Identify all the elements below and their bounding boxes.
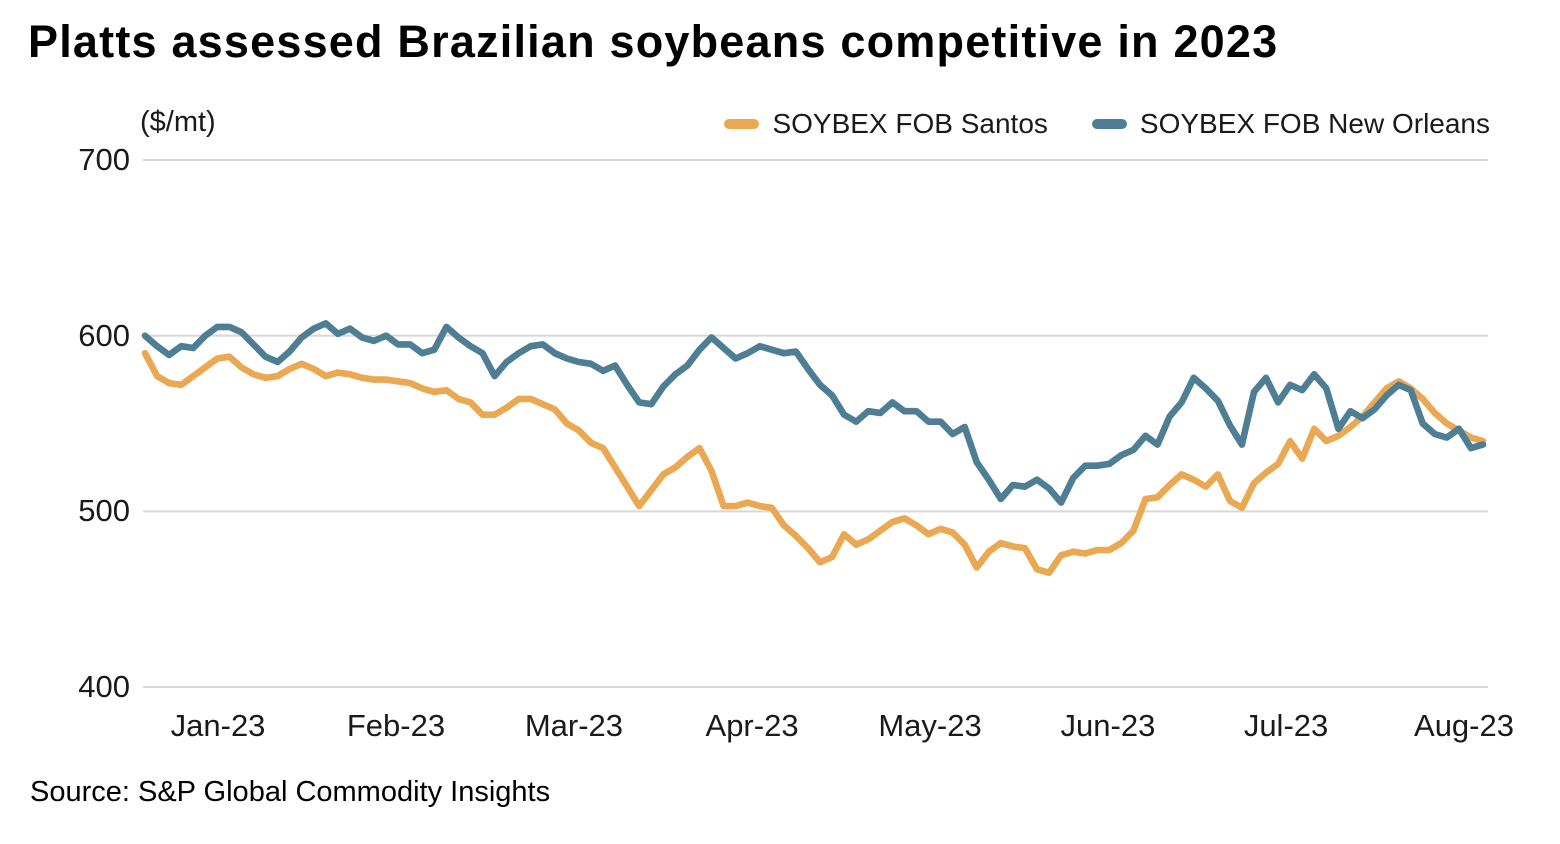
source-note: Source: S&P Global Commodity Insights <box>30 776 551 808</box>
legend-item-soybex-fob-santos: SOYBEX FOB Santos <box>724 102 1048 146</box>
legend-label-soybex-fob-new-orleans: SOYBEX FOB New Orleans <box>1139 108 1490 139</box>
series-line-soybex-fob-new-orleans <box>141 320 1487 506</box>
x-tick-label-mar-23: Mar-23 <box>524 708 624 743</box>
chart-title: Platts assessed Brazilian soybeans compe… <box>28 16 1279 67</box>
x-tick-label-jul-23: Jul-23 <box>1243 708 1329 743</box>
x-tick-label-aug-23: Aug-23 <box>1414 708 1514 743</box>
y-axis-unit-label: ($/mt) <box>140 106 216 138</box>
legend-swatch-soybex-fob-santos <box>724 119 760 129</box>
legend-item-soybex-fob-new-orleans: SOYBEX FOB New Orleans <box>1091 102 1490 146</box>
x-tick-label-may-23: May-23 <box>878 708 982 743</box>
x-tick-label-apr-23: Apr-23 <box>705 708 799 743</box>
y-tick-label-400: 400 <box>78 669 130 704</box>
y-tick-label-700: 700 <box>78 142 130 177</box>
legend-swatch-soybex-fob-new-orleans <box>1091 119 1127 129</box>
y-tick-label-600: 600 <box>78 317 130 353</box>
legend-label-soybex-fob-santos: SOYBEX FOB Santos <box>772 108 1048 139</box>
x-tick-label-jun-23: Jun-23 <box>1060 708 1156 743</box>
legend: SOYBEX FOB Santos SOYBEX FOB New Orleans <box>724 102 1490 146</box>
y-tick-label-500: 500 <box>78 493 130 529</box>
series-line-soybex-fob-santos <box>141 349 1487 577</box>
x-tick-label-feb-23: Feb-23 <box>346 708 446 743</box>
x-tick-label-jan-23: Jan-23 <box>170 708 266 743</box>
